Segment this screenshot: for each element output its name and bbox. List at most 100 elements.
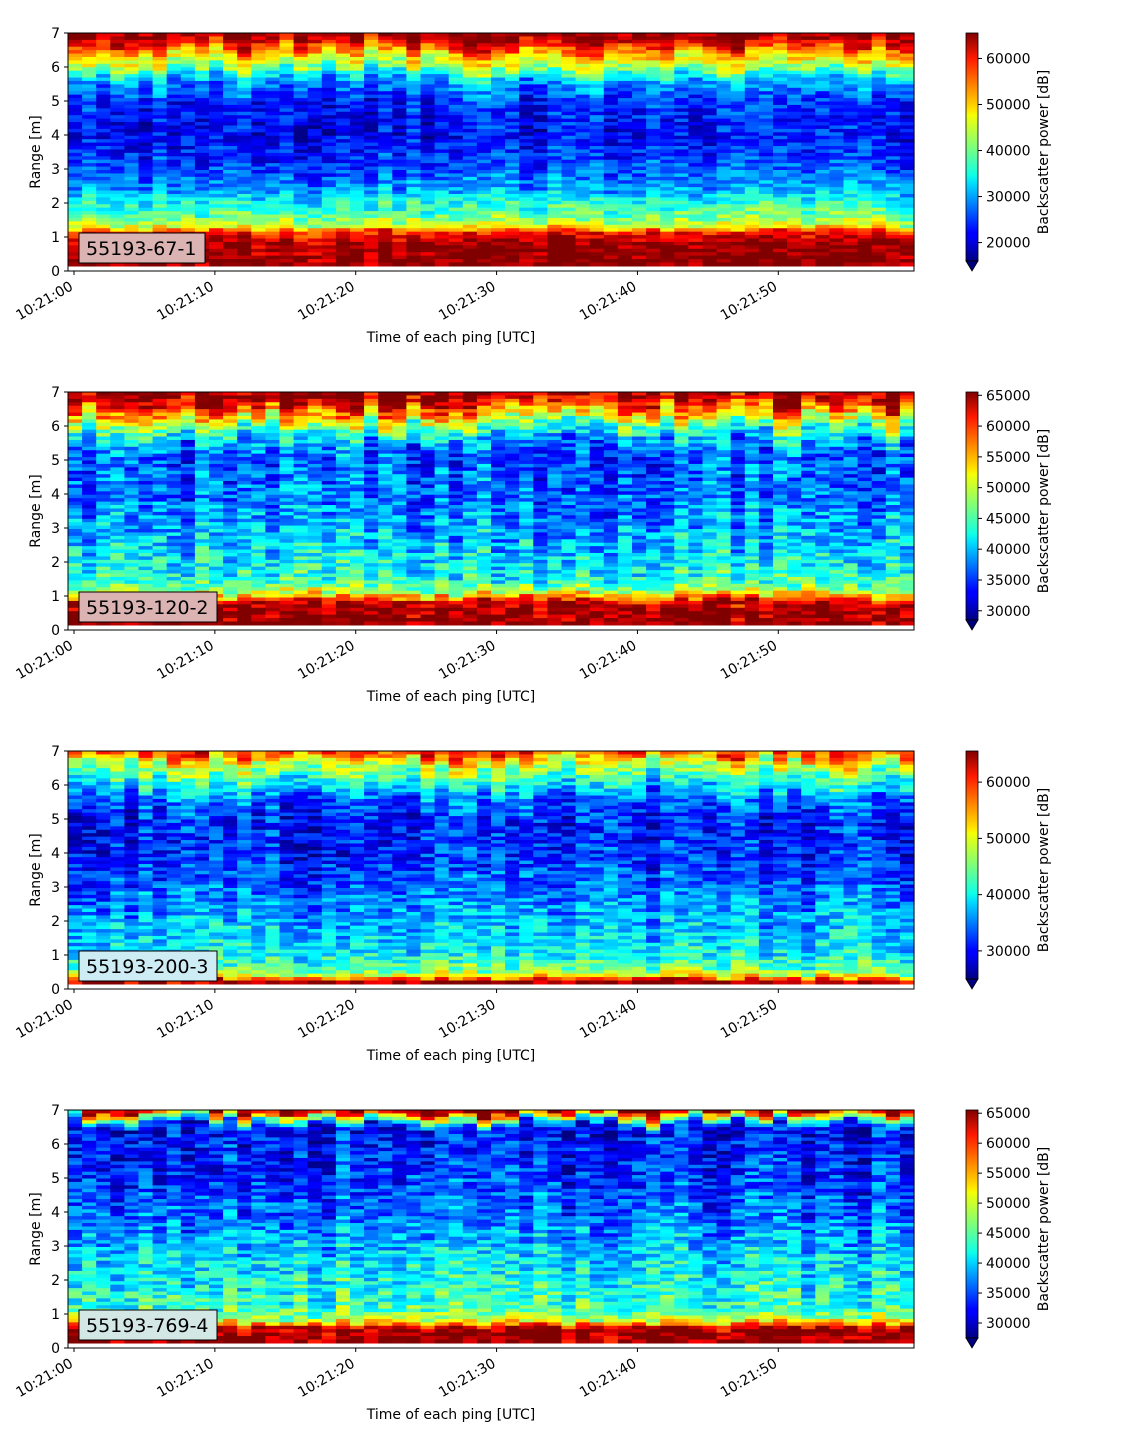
heatmap-cell [364, 241, 379, 246]
heatmap-cell [251, 180, 266, 185]
heatmap-cell [829, 238, 845, 243]
heatmap-cell [857, 262, 873, 267]
heatmap-cell [110, 415, 125, 420]
heatmap-cell [152, 487, 168, 492]
heatmap-cell [660, 67, 675, 72]
heatmap-cell [758, 255, 774, 260]
heatmap-cell [166, 36, 182, 41]
heatmap-cell [194, 583, 210, 588]
heatmap-cell [237, 200, 252, 205]
heatmap-cell [617, 224, 633, 229]
heatmap-cell [293, 252, 309, 257]
heatmap-cell [899, 238, 915, 243]
heatmap-cell [603, 221, 619, 226]
heatmap-cell [209, 193, 224, 198]
heatmap-cell [166, 46, 182, 51]
heatmap-cell [744, 91, 760, 96]
heatmap-cell [194, 515, 210, 520]
heatmap-cell [603, 170, 619, 175]
heatmap-cell [307, 91, 323, 96]
heatmap-cell [420, 173, 436, 178]
heatmap-cell [885, 200, 901, 205]
heatmap-cell [491, 193, 506, 198]
heatmap-cell [307, 84, 323, 89]
heatmap-cell [758, 146, 774, 151]
heatmap-cell [575, 67, 591, 72]
heatmap-cell [603, 204, 619, 209]
heatmap-cell [138, 63, 154, 68]
heatmap-cell [617, 39, 633, 44]
heatmap-cell [603, 50, 619, 55]
heatmap-cell [603, 241, 619, 246]
heatmap-cell [223, 111, 238, 116]
heatmap-cell [180, 508, 196, 513]
heatmap-cell [448, 262, 464, 267]
heatmap-cell [674, 255, 689, 260]
heatmap-cell [660, 56, 675, 61]
heatmap-cell [152, 152, 168, 157]
heatmap-cell [674, 80, 689, 85]
heatmap-cell [180, 67, 196, 72]
heatmap-cell [166, 415, 182, 420]
heatmap-cell [843, 228, 859, 233]
heatmap-cell [223, 398, 238, 403]
heatmap-cell [603, 56, 619, 61]
heatmap-cell [82, 419, 97, 424]
heatmap-cell [547, 98, 563, 103]
heatmap-cell [885, 248, 901, 253]
heatmap-cell [617, 238, 633, 243]
heatmap-cell [632, 248, 647, 253]
heatmap-cell [660, 142, 675, 147]
heatmap-cell [335, 173, 351, 178]
heatmap-cell [194, 463, 210, 468]
heatmap-cell [68, 580, 83, 585]
heatmap-cell [237, 535, 252, 540]
heatmap-cell [124, 436, 140, 441]
heatmap-cell [547, 118, 563, 123]
heatmap-cell [716, 248, 732, 253]
heatmap-cell [152, 549, 168, 554]
heatmap-cell [251, 207, 266, 212]
heatmap-cell [448, 238, 464, 243]
heatmap-cell [632, 111, 647, 116]
heatmap-cell [82, 395, 97, 400]
heatmap-cell [547, 74, 563, 79]
heatmap-cell [237, 170, 252, 175]
heatmap-cell [716, 149, 732, 154]
heatmap-cell [632, 70, 647, 75]
heatmap-cell [434, 241, 450, 246]
heatmap-cell [110, 518, 125, 523]
heatmap-cell [420, 132, 436, 137]
heatmap-cell [871, 183, 887, 188]
heatmap-cell [688, 132, 704, 137]
heatmap-cell [392, 193, 407, 198]
heatmap-cell [801, 80, 816, 85]
heatmap-cell [279, 122, 295, 127]
heatmap-cell [378, 259, 393, 264]
heatmap-cell [209, 50, 224, 55]
heatmap-cell [350, 211, 365, 216]
heatmap-cell [209, 576, 224, 581]
heatmap-cell [68, 207, 83, 212]
heatmap-cell [378, 43, 393, 48]
heatmap-cell [632, 170, 647, 175]
heatmap-cell [801, 163, 816, 168]
heatmap-cell [364, 217, 379, 222]
heatmap-cell [603, 231, 619, 236]
heatmap-cell [448, 259, 464, 264]
heatmap-cell [899, 146, 915, 151]
heatmap-cell [476, 187, 492, 192]
heatmap-cell [166, 204, 182, 209]
heatmap-cell [787, 94, 802, 99]
heatmap-cell [335, 39, 351, 44]
heatmap-cell [505, 245, 520, 250]
heatmap-cell [223, 231, 238, 236]
heatmap-cell [152, 460, 168, 465]
heatmap-cell [406, 152, 422, 157]
heatmap-cell [293, 149, 309, 154]
heatmap-cell [843, 262, 859, 267]
heatmap-cell [265, 94, 281, 99]
heatmap-cell [603, 245, 619, 250]
heatmap-cell [519, 53, 534, 58]
heatmap-cell [462, 149, 478, 154]
